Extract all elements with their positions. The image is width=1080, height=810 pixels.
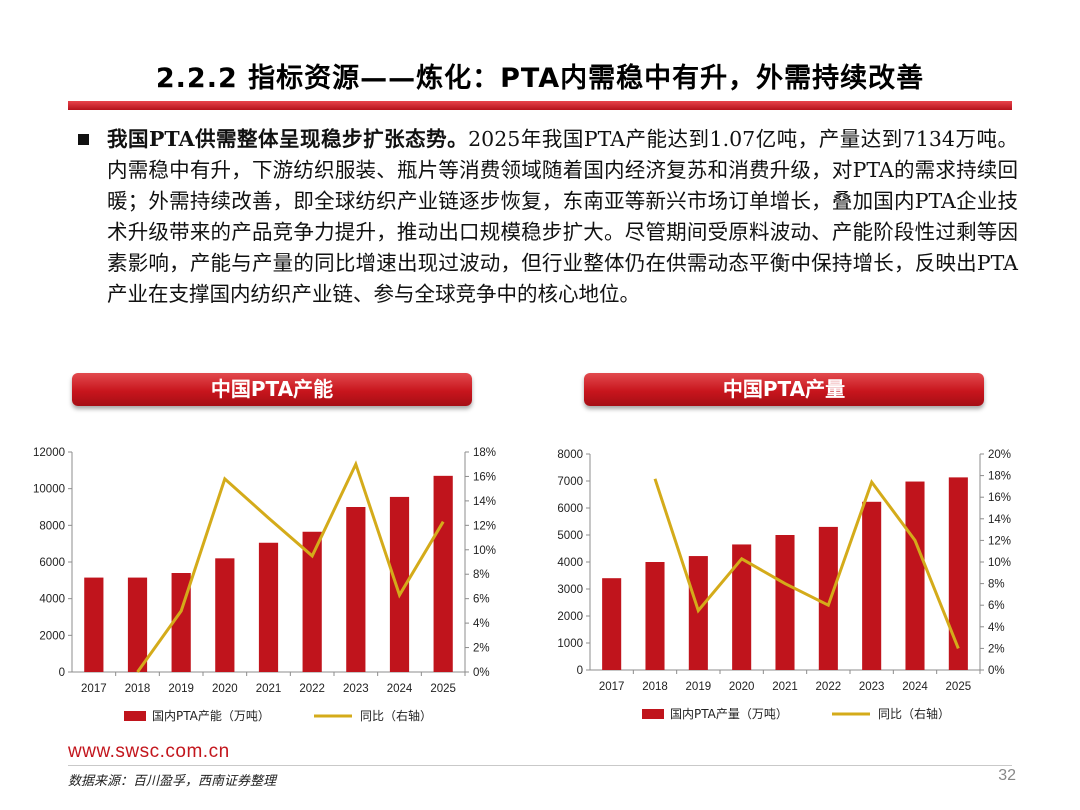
right-tick-label: 8% [473,569,490,581]
right-tick-label: 0% [988,665,1005,677]
x-tick-label: 2019 [686,681,712,693]
bullet-square-icon [78,134,89,145]
x-tick-label: 2021 [256,683,282,695]
data-source: 数据来源：百川盈孚，西南证券整理 [68,774,277,789]
right-tick-label: 12% [473,520,496,532]
right-tick-label: 10% [473,545,496,557]
x-tick-label: 2017 [599,681,625,693]
left-tick-label: 2000 [39,630,65,642]
yoy-line [136,460,445,673]
left-tick-label: 4000 [557,557,583,569]
left-tick-label: 0 [577,665,583,677]
right-tick-label: 6% [473,594,490,606]
bar [433,475,453,672]
left-tick-label: 10000 [33,484,65,496]
x-tick-label: 2023 [859,681,885,693]
right-tick-label: 18% [473,447,496,459]
yoy-line [653,478,960,649]
right-tick-label: 2% [473,643,490,655]
bullet-body: 2025年我国PTA产能达到1.07亿吨，产量达到7134万吨。内需稳中有升，下… [107,127,1018,306]
chart-header-output: 中国PTA产量 [584,373,984,406]
left-tick-label: 3000 [557,584,583,596]
x-tick-label: 2020 [729,681,755,693]
right-tick-label: 16% [473,471,496,483]
x-tick-label: 2025 [946,681,972,693]
bullet-paragraph: 我国PTA供需整体呈现稳步扩张态势。2025年我国PTA产能达到1.07亿吨，产… [78,124,1018,310]
bar [818,526,838,670]
bullet-lead: 我国PTA供需整体呈现稳步扩张态势。 [107,127,469,151]
x-tick-label: 2022 [816,681,842,693]
right-tick-label: 18% [988,471,1011,483]
legend-bar-label: 国内PTA产量（万吨） [670,707,788,721]
bar [602,578,622,670]
right-tick-label: 20% [988,449,1011,461]
bar [215,558,235,672]
right-tick-label: 4% [473,618,490,630]
left-tick-label: 12000 [33,447,65,459]
bar [127,577,148,672]
right-tick-label: 16% [988,492,1011,504]
x-tick-label: 2021 [772,681,798,693]
title-underline [68,101,1012,110]
left-tick-label: 1000 [557,638,583,650]
bar [302,531,322,672]
x-tick-label: 2018 [642,681,668,693]
legend-line-label: 同比（右轴） [878,706,950,721]
bar [862,501,882,670]
bar [732,544,752,670]
page-title: 2.2.2 指标资源——炼化：PTA内需稳中有升，外需持续改善 [155,63,925,94]
capacity-chart: 0 2000 4000 6000 8000 10000 12000 0% 2% 4% 6% 8% 10%… [33,447,496,723]
footer-divider [68,765,1012,766]
bar [688,556,708,670]
left-tick-label: 6000 [557,503,583,515]
bar [775,535,795,670]
right-tick-label: 14% [988,514,1011,526]
right-tick-label: 10% [988,557,1011,569]
right-tick-label: 2% [988,643,1005,655]
x-tick-label: 2024 [902,681,928,693]
left-tick-label: 5000 [557,530,583,542]
right-tick-label: 8% [988,579,1005,591]
left-tick-label: 6000 [39,557,65,569]
chart-header-capacity: 中国PTA产能 [72,373,472,406]
x-tick-label: 2018 [125,683,151,695]
right-tick-label: 6% [988,600,1005,612]
legend-bar-swatch [642,709,664,719]
left-tick-label: 7000 [557,476,583,488]
bar [948,477,968,670]
left-tick-label: 0 [59,667,65,679]
x-tick-label: 2019 [168,683,194,695]
page-number: 32 [998,767,1016,784]
left-tick-label: 2000 [557,611,583,623]
x-tick-label: 2022 [299,683,325,695]
right-tick-label: 4% [988,622,1005,634]
x-tick-label: 2025 [430,683,456,695]
x-tick-label: 2020 [212,683,238,695]
footer-url[interactable]: www.swsc.com.cn [68,741,230,762]
legend-line-label: 同比（右轴） [360,708,432,723]
x-tick-label: 2024 [387,683,413,695]
left-tick-label: 8000 [39,520,65,532]
bar [645,562,665,670]
left-tick-label: 8000 [557,449,583,461]
bar [84,577,104,672]
x-tick-label: 2017 [81,683,107,695]
legend-bar-label: 国内PTA产能（万吨） [152,709,270,723]
bar [346,507,366,672]
right-tick-label: 12% [988,535,1011,547]
right-tick-label: 14% [473,496,496,508]
legend-bar-swatch [124,711,146,721]
left-tick-label: 4000 [39,594,65,606]
right-tick-label: 0% [473,667,490,679]
x-tick-label: 2023 [343,683,369,695]
bar [905,481,925,670]
bar [258,542,279,672]
bar [389,496,410,672]
output-chart: 0 1000 2000 3000 4000 5000 6000 7000 8000 0% 2% 4% 6… [557,449,1011,721]
bullet-text: 我国PTA供需整体呈现稳步扩张态势。2025年我国PTA产能达到1.07亿吨，产… [107,124,1018,310]
